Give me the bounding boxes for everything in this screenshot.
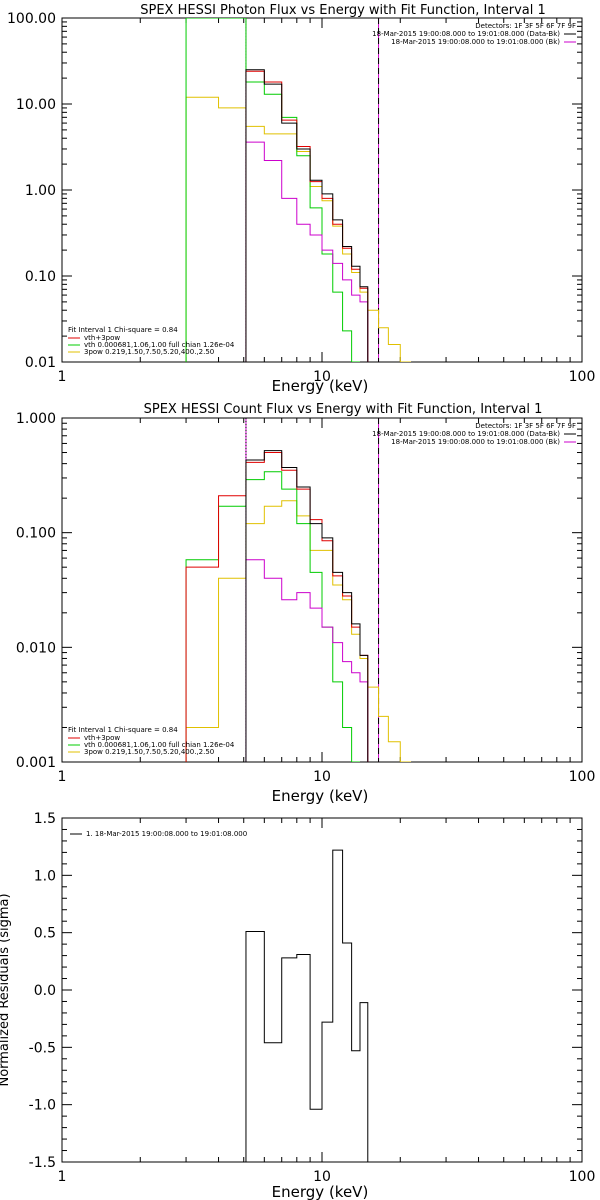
plot-area <box>245 849 369 1162</box>
legend-detectors: Detectors: 1F 3F 5F 6F 7F 9F <box>475 22 576 30</box>
series-data-bk-line <box>245 450 369 762</box>
legend-fit-entry: vth 0.000681,1.06,1.00 full chian 1.26e-… <box>84 341 235 349</box>
series-vth-line <box>185 18 360 362</box>
legend-fit-entry: vth+3pow <box>84 734 120 742</box>
series-3pow-line <box>185 96 412 362</box>
legend-fit-entry: 3pow 0.219,1.50,7.50,5.20,400.,2.50 <box>84 748 214 756</box>
legend-fit-entry: vth 0.000681,1.06,1.00 full chian 1.26e-… <box>84 741 235 749</box>
y-tick-label: -1.5 <box>29 1155 56 1171</box>
legend-data-bk: 18-Mar-2015 19:00:08.000 to 19:01:08.000… <box>372 430 560 438</box>
x-tick-label: 100 <box>569 369 596 385</box>
legend-bk: 18-Mar-2015 19:00:08.000 to 19:01:08.000… <box>391 38 560 46</box>
legend-fit-header: Fit Interval 1 Chi-square = 0.84 <box>68 726 178 734</box>
photon-flux-chart: SPEX HESSI Photon Flux vs Energy with Fi… <box>7 3 595 395</box>
series-vth-line <box>185 471 360 762</box>
legend-fit-entry: 3pow 0.219,1.50,7.50,5.20,400.,2.50 <box>84 348 214 356</box>
y-tick-label: 10.00 <box>16 97 56 113</box>
series-bk-line <box>245 141 369 362</box>
photon-flux-xlabel: Energy (keV) <box>272 377 369 395</box>
y-tick-label: 0.10 <box>25 269 56 285</box>
x-tick-label: 1 <box>58 769 67 785</box>
legend-data-bk: 18-Mar-2015 19:00:08.000 to 19:01:08.000… <box>372 30 560 38</box>
legend-detectors: Detectors: 1F 3F 5F 6F 7F 9F <box>475 422 576 430</box>
plot-area <box>185 18 412 362</box>
plot-area <box>185 418 412 762</box>
plot-frame <box>61 817 583 1163</box>
x-tick-label: 1 <box>58 1169 67 1185</box>
series-3pow-line <box>185 500 412 762</box>
series-data-bk-line <box>245 69 369 362</box>
y-tick-label: -1.0 <box>29 1098 56 1114</box>
y-tick-label: 1.000 <box>16 411 56 427</box>
y-tick-label: -0.5 <box>29 1040 56 1056</box>
y-tick-label: 0.01 <box>25 355 56 371</box>
y-tick-label: 1.0 <box>34 868 56 884</box>
legend-residuals: 1. 18-Mar-2015 19:00:08.000 to 19:01:08.… <box>86 830 247 838</box>
y-tick-label: 1.5 <box>34 811 56 827</box>
count-flux-chart: SPEX HESSI Count Flux vs Energy with Fit… <box>16 402 595 805</box>
x-tick-label: 10 <box>313 769 331 785</box>
x-tick-label: 1 <box>58 369 67 385</box>
count-flux-xlabel: Energy (keV) <box>272 787 369 805</box>
y-tick-label: 1.00 <box>25 183 56 199</box>
residuals-ylabel: Normalized Residuals (sigma) <box>0 893 12 1086</box>
x-tick-label: 100 <box>569 769 596 785</box>
y-tick-label: 0.5 <box>34 926 56 942</box>
series-vth-3pow-line <box>185 452 369 762</box>
x-tick-label: 10 <box>313 1169 331 1185</box>
residuals-chart: Energy (keV) Normalized Residuals (sigma… <box>0 811 595 1200</box>
y-tick-label: 100.00 <box>7 11 56 27</box>
legend-fit-header: Fit Interval 1 Chi-square = 0.84 <box>68 326 178 334</box>
y-tick-label: 0.100 <box>16 526 56 542</box>
x-tick-label: 100 <box>569 1169 596 1185</box>
y-tick-label: 0.001 <box>16 755 56 771</box>
series-residuals-line <box>245 849 369 1162</box>
y-tick-label: 0.0 <box>34 983 56 999</box>
series-bk-line <box>245 559 369 762</box>
x-tick-label: 10 <box>313 369 331 385</box>
residuals-xlabel: Energy (keV) <box>272 1183 369 1200</box>
legend-bk: 18-Mar-2015 19:00:08.000 to 19:01:08.000… <box>391 438 560 446</box>
count-flux-title: SPEX HESSI Count Flux vs Energy with Fit… <box>144 402 543 417</box>
y-tick-label: 0.010 <box>16 640 56 656</box>
series-vth-3pow-line <box>245 70 369 362</box>
photon-flux-title: SPEX HESSI Photon Flux vs Energy with Fi… <box>140 3 546 18</box>
legend-fit-entry: vth+3pow <box>84 334 120 342</box>
